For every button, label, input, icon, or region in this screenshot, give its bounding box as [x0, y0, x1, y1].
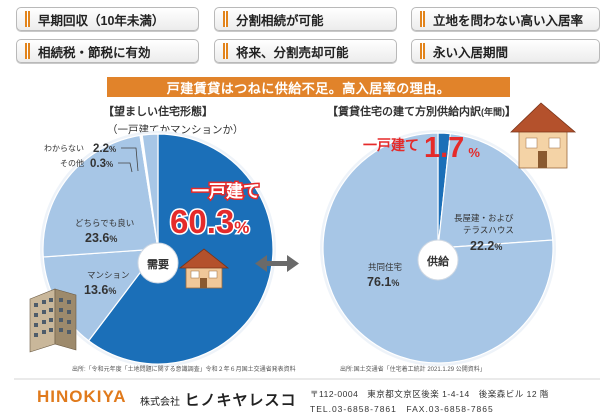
house-icon: [510, 102, 577, 169]
left-label-mansion: マンション: [87, 270, 130, 280]
feature-label: 分割相続が可能: [236, 13, 324, 28]
left-chart-source: 出所:「令和元年度「土地問題に関する意識調査」令和２年６月国土交通省発表資料: [72, 367, 296, 373]
feature-label: 相続税・節税に有効: [38, 45, 151, 60]
banner: 戸建賃貸はつねに供給不足。高入居率の理由。: [107, 77, 510, 97]
feature-label: 永い入居期間: [433, 45, 509, 60]
apartment-building-icon: [29, 288, 77, 353]
right-chart-title: 【賃貸住宅の建て方別供給内訳(年間)】: [327, 103, 516, 119]
left-label-sonota: その他: [60, 158, 84, 168]
company-name-text: ヒノキヤレスコ: [184, 392, 297, 409]
leader-line-sonota: [118, 162, 133, 173]
left-value-mansion: 13.6%: [84, 283, 116, 297]
left-value-wakaranai: 2.2%: [93, 143, 116, 155]
double-arrow-icon: [255, 255, 299, 272]
bullet-icon: [223, 43, 228, 59]
slice-kodate: [87, 133, 274, 365]
feature-label: 早期回収（10年未満）: [38, 13, 165, 28]
right-chart-title-note: (年間): [481, 107, 505, 117]
right-label-nagaya-line2: テラスハウス: [463, 225, 514, 235]
left-value-dochira: 23.6%: [85, 231, 117, 245]
right-chart-title-end: 】: [505, 106, 516, 118]
feature-tag-long-tenancy: 永い入居期間: [411, 39, 600, 63]
right-label-nagaya-line1: 長屋建・および: [454, 213, 514, 223]
bullet-icon: [223, 11, 228, 27]
bullet-icon: [420, 11, 425, 27]
feature-tag-split-sale: 将来、分割売却可能: [214, 39, 397, 63]
bullet-icon: [420, 43, 425, 59]
company-prefix: 株式会社: [140, 397, 180, 408]
feature-tag-high-occupancy: 立地を問わない高い入居率: [411, 7, 600, 31]
right-center-label: 供給: [426, 254, 450, 268]
feature-tag-tax-saving: 相続税・節税に有効: [16, 39, 199, 63]
right-value-kyodo: 76.1%: [367, 275, 399, 289]
feature-tag-split-inheritance: 分割相続が可能: [214, 7, 397, 31]
feature-label: 立地を問わない高い入居率: [433, 13, 584, 28]
house-icon: [178, 248, 230, 289]
left-value-kodate: 60.3%: [170, 203, 249, 240]
left-label-kodate: 一戸建て: [192, 181, 260, 201]
right-label-kyodo: 共同住宅: [368, 262, 402, 272]
company-name: 株式会社 ヒノキヤレスコ: [140, 389, 296, 410]
company-tel-fax: TEL.03-6858-7861 FAX.03-6858-7865: [310, 404, 494, 414]
right-center-badge: [417, 239, 459, 281]
hinokiya-logo: HINOKIYA: [37, 387, 127, 406]
slice-dochira: [42, 134, 159, 258]
left-chart-title: 【望ましい住宅形態】: [103, 106, 213, 118]
slice-wakaranai: [141, 133, 159, 250]
slice-kyodo: [322, 132, 554, 364]
right-chart-title-text: 【賃貸住宅の建て方別供給内訳: [327, 106, 481, 118]
left-label-wakaranai: わからない: [44, 144, 84, 153]
bullet-icon: [25, 43, 30, 59]
bullet-icon: [25, 11, 30, 27]
company-address: 〒112-0004 東京都文京区後楽 1-4-14 後楽森ビル 12 階: [310, 389, 549, 399]
right-label-kodate: 一戸建て: [363, 137, 419, 153]
leader-line-wakaranai: [121, 147, 139, 172]
right-chart-source: 出所:国土交通省「住宅着工統計 2021.1.29 公開資料」: [340, 367, 486, 373]
left-label-dochira: どちらでも良い: [75, 218, 134, 228]
feature-tag-early-recovery: 早期回収（10年未満）: [16, 7, 199, 31]
left-center-label: 需要: [147, 258, 169, 271]
left-value-sonota: 0.3%: [90, 158, 113, 170]
right-value-kodate: 1.7%: [424, 132, 480, 164]
right-value-nagaya: 22.2%: [470, 239, 502, 253]
feature-label: 将来、分割売却可能: [236, 45, 349, 60]
left-center-badge: [137, 242, 179, 284]
